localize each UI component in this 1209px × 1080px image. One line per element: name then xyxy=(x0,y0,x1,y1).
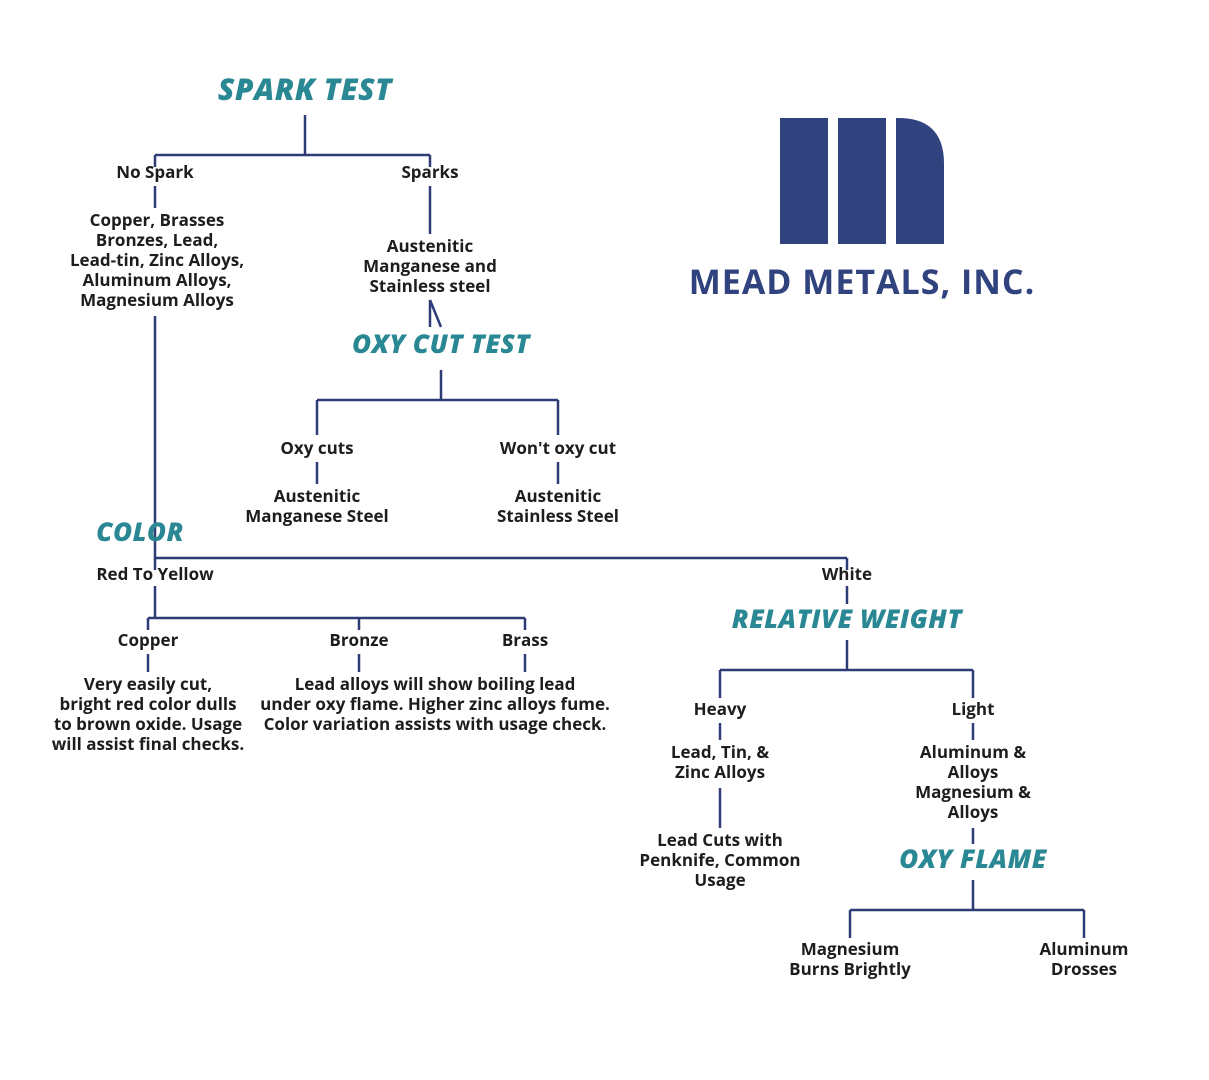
diagram-text: Alloys xyxy=(948,800,999,823)
heading: SPARK TEST xyxy=(218,68,394,109)
diagram-text: Sparks xyxy=(401,160,458,183)
diagram-text: Red To Yellow xyxy=(96,562,214,585)
diagram-text: Brass xyxy=(502,628,548,651)
company-name: MEAD METALS, INC. xyxy=(689,258,1036,304)
diagram-text: Oxy cuts xyxy=(280,436,353,459)
diagram-text: Won't oxy cut xyxy=(500,436,616,459)
diagram-text: Magnesium Alloys xyxy=(80,288,234,311)
heading: OXY CUT TEST xyxy=(352,325,531,361)
diagram-text: COLOR xyxy=(96,513,184,549)
diagram-text: White xyxy=(822,562,872,585)
diagram-text: Zinc Alloys xyxy=(675,760,765,783)
diagram-text: Burns Brightly xyxy=(789,957,911,980)
diagram-text: Heavy xyxy=(694,697,747,720)
diagram-line xyxy=(780,118,828,244)
diagram-text: Stainless steel xyxy=(369,274,490,297)
diagram-line xyxy=(896,118,944,244)
diagram-text: Bronze xyxy=(329,628,388,651)
diagram-text: Drosses xyxy=(1051,957,1117,980)
diagram-text: Copper xyxy=(118,628,179,651)
diagram-text: Color variation assists with usage check… xyxy=(264,712,607,735)
diagram-line xyxy=(838,118,886,244)
diagram-text: Usage xyxy=(694,868,745,891)
heading: OXY FLAME xyxy=(899,840,1048,876)
diagram-text: No Spark xyxy=(116,160,194,183)
diagram-text: Manganese Steel xyxy=(245,504,389,527)
diagram-text: will assist final checks. xyxy=(52,732,244,755)
diagram-line xyxy=(430,300,441,327)
logo xyxy=(780,118,944,244)
heading: RELATIVE WEIGHT xyxy=(732,600,964,636)
diagram-text: Stainless Steel xyxy=(497,504,619,527)
diagram-text: Light xyxy=(952,697,995,720)
